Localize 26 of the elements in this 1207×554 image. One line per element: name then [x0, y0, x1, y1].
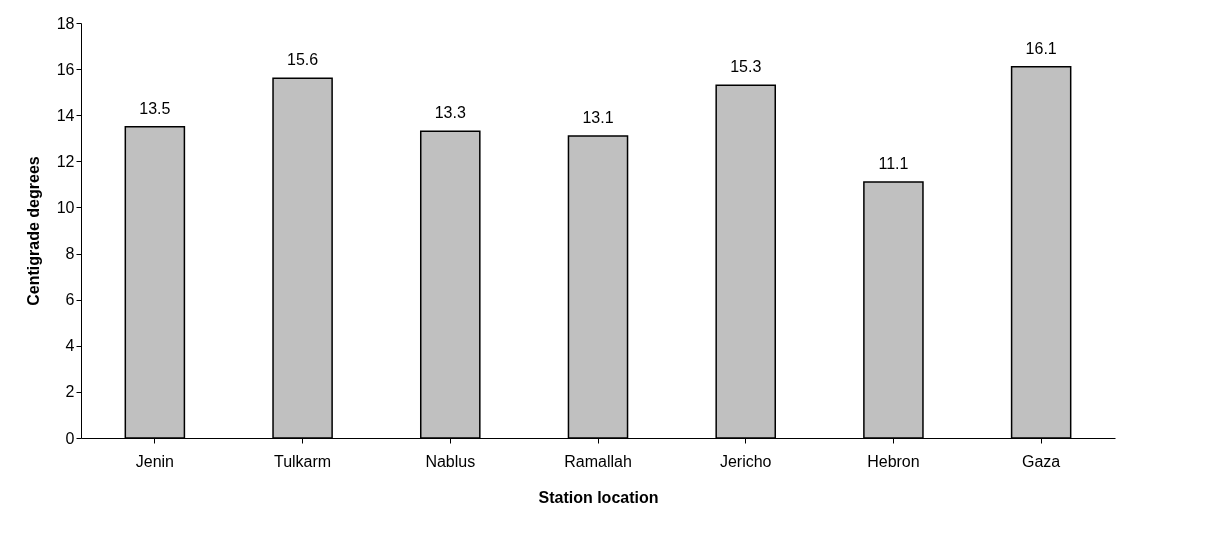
data-label: 11.1: [878, 155, 909, 173]
y-tick-label: 10: [56, 198, 75, 216]
data-label: 13.1: [582, 108, 614, 126]
data-label: 16.1: [1025, 39, 1057, 57]
x-axis-title: Station location: [538, 488, 659, 506]
y-tick-label: 0: [65, 429, 75, 447]
y-tick-label: 14: [56, 106, 75, 124]
data-label: 13.5: [139, 99, 171, 117]
x-tick-label: Jenin: [135, 452, 174, 470]
y-tick-label: 8: [65, 245, 75, 263]
y-tick-label: 12: [56, 152, 75, 170]
x-tick-label: Tulkarm: [273, 452, 332, 470]
y-axis-title: Centigrade degrees: [24, 156, 42, 306]
x-tick-label: Hebron: [867, 452, 920, 470]
x-tick-label: Ramallah: [564, 452, 632, 470]
y-tick-label: 2: [65, 383, 75, 401]
x-tick-label: Jericho: [719, 452, 772, 470]
y-tick-label: 6: [65, 291, 75, 309]
x-tick-label: Gaza: [1022, 452, 1061, 470]
data-label: 13.3: [434, 104, 466, 122]
y-tick-label: 16: [56, 60, 75, 78]
y-tick-label: 18: [56, 14, 75, 32]
x-tick-label: Nablus: [425, 452, 476, 470]
y-tick-label: 4: [65, 337, 75, 355]
data-label: 15.6: [287, 51, 319, 69]
data-label: 15.3: [730, 58, 762, 76]
